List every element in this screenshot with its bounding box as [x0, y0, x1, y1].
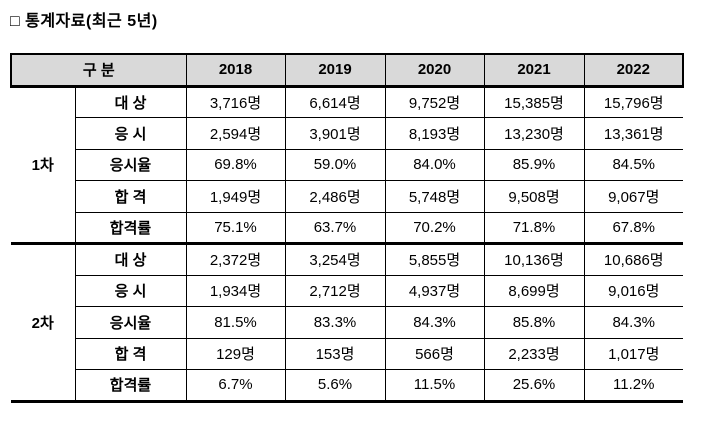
value-cell: 6,614명	[284, 85, 386, 118]
value-cell: 5,855명	[384, 243, 485, 276]
value-cell: 11.5%	[384, 369, 485, 403]
table-row: 응시율 69.8% 59.0% 84.0% 85.9% 84.5%	[11, 148, 683, 181]
value-cell: 67.8%	[583, 211, 683, 245]
value-cell: 3,716명	[185, 85, 286, 118]
value-cell: 2,486명	[284, 180, 386, 213]
value-cell: 84.3%	[384, 306, 485, 339]
value-cell: 153명	[284, 337, 386, 370]
table-row: 합격률 6.7% 5.6% 11.5% 25.6% 11.2%	[11, 369, 683, 403]
value-cell: 5.6%	[284, 369, 386, 403]
value-cell: 15,385명	[483, 85, 585, 118]
header-cell-year: 2020	[384, 53, 485, 88]
header-cell-year: 2019	[284, 53, 386, 88]
value-cell: 13,361명	[583, 117, 683, 150]
table-header-row: 구 분 2018 2019 2020 2021 2022	[10, 53, 684, 88]
value-cell: 84.5%	[583, 148, 683, 181]
value-cell: 2,372명	[185, 243, 286, 276]
header-cell-gubun: 구 분	[10, 53, 187, 88]
value-cell: 566명	[384, 337, 485, 370]
table-row: 응 시 2,594명 3,901명 8,193명 13,230명 13,361명	[11, 117, 683, 150]
table-row: 2차 대 상 2,372명 3,254명 5,855명 10,136명 10,6…	[11, 243, 683, 403]
value-cell: 83.3%	[284, 306, 386, 339]
value-cell: 85.8%	[483, 306, 585, 339]
row-label-cell: 합격률	[74, 211, 187, 245]
value-cell: 9,508명	[483, 180, 585, 213]
row-label-cell: 합격률	[74, 369, 187, 403]
value-cell: 11.2%	[583, 369, 683, 403]
header-cell-year: 2022	[583, 53, 684, 88]
table-row: 합격률 75.1% 63.7% 70.2% 71.8% 67.8%	[11, 211, 683, 245]
header-cell-year: 2018	[185, 53, 286, 88]
value-cell: 84.0%	[384, 148, 485, 181]
value-cell: 2,712명	[284, 274, 386, 307]
value-cell: 9,752명	[384, 85, 485, 118]
value-cell: 69.8%	[185, 148, 286, 181]
row-label-cell: 합 격	[74, 180, 187, 213]
section-round2: 2차 대 상 2,372명 3,254명 5,855명 10,136명 10,6…	[11, 243, 683, 403]
section-round1: 1차 대 상 3,716명 6,614명 9,752명 15,385명 15,7…	[11, 85, 683, 245]
value-cell: 10,686명	[583, 243, 683, 276]
group-cell-round2: 2차	[11, 243, 76, 403]
row-label-cell: 합 격	[74, 337, 187, 370]
value-cell: 8,699명	[483, 274, 585, 307]
row-label-cell: 응 시	[74, 274, 187, 307]
value-cell: 75.1%	[185, 211, 286, 245]
value-cell: 3,901명	[284, 117, 386, 150]
value-cell: 3,254명	[284, 243, 386, 276]
value-cell: 10,136명	[483, 243, 585, 276]
value-cell: 9,016명	[583, 274, 683, 307]
row-label-cell: 응시율	[74, 148, 187, 181]
value-cell: 1,949명	[185, 180, 286, 213]
table-row: 1차 대 상 3,716명 6,614명 9,752명 15,385명 15,7…	[11, 85, 683, 245]
value-cell: 59.0%	[284, 148, 386, 181]
row-label-cell: 대 상	[74, 243, 187, 276]
row-label-cell: 대 상	[74, 85, 187, 118]
header-cell-year: 2021	[483, 53, 585, 88]
table-row: 응시율 81.5% 83.3% 84.3% 85.8% 84.3%	[11, 306, 683, 339]
value-cell: 71.8%	[483, 211, 585, 245]
value-cell: 2,594명	[185, 117, 286, 150]
row-label-cell: 응 시	[74, 117, 187, 150]
value-cell: 81.5%	[185, 306, 286, 339]
value-cell: 25.6%	[483, 369, 585, 403]
row-label-cell: 응시율	[74, 306, 187, 339]
value-cell: 1,017명	[583, 337, 683, 370]
table-row: 합 격 129명 153명 566명 2,233명 1,017명	[11, 337, 683, 370]
table-row: 응 시 1,934명 2,712명 4,937명 8,699명 9,016명	[11, 274, 683, 307]
value-cell: 2,233명	[483, 337, 585, 370]
section-title: □ 통계자료(최근 5년)	[10, 13, 158, 30]
value-cell: 8,193명	[384, 117, 485, 150]
group-cell-round1: 1차	[11, 85, 76, 245]
value-cell: 6.7%	[185, 369, 286, 403]
value-cell: 85.9%	[483, 148, 585, 181]
value-cell: 84.3%	[583, 306, 683, 339]
table-row: 합 격 1,949명 2,486명 5,748명 9,508명 9,067명	[11, 180, 683, 213]
value-cell: 15,796명	[583, 85, 683, 118]
value-cell: 1,934명	[185, 274, 286, 307]
statistics-table: 구 분 2018 2019 2020 2021 2022 1차 대 상 3,71…	[10, 53, 684, 403]
value-cell: 63.7%	[284, 211, 386, 245]
value-cell: 129명	[185, 337, 286, 370]
value-cell: 13,230명	[483, 117, 585, 150]
value-cell: 70.2%	[384, 211, 485, 245]
value-cell: 4,937명	[384, 274, 485, 307]
value-cell: 5,748명	[384, 180, 485, 213]
value-cell: 9,067명	[583, 180, 683, 213]
